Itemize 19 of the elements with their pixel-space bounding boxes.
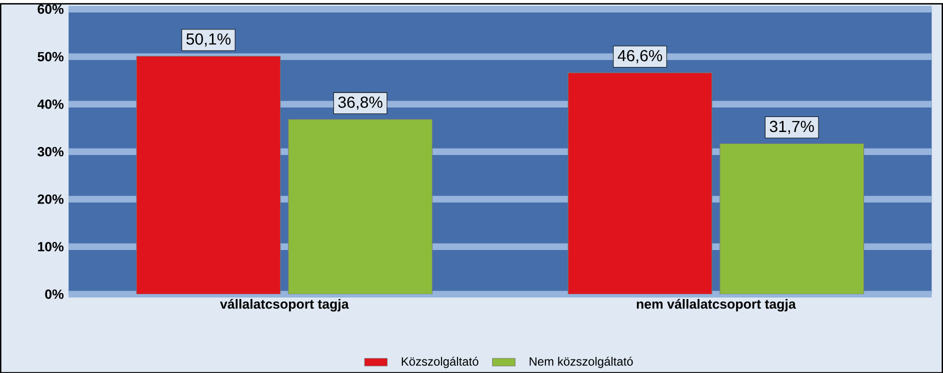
- bar: [288, 118, 432, 294]
- legend-label: Nem közszolgáltató: [530, 356, 633, 368]
- x-tick-label: nem vállalatcsoport tagja: [636, 298, 796, 312]
- bar: [720, 143, 864, 294]
- y-tick-label: 60%: [38, 4, 64, 14]
- legend-label: Közszolgáltató: [402, 356, 478, 368]
- y-tick-label: 20%: [38, 194, 64, 204]
- data-label: 36,8%: [338, 96, 382, 110]
- y-tick-label: 40%: [37, 99, 64, 109]
- data-label: 31,7%: [770, 120, 814, 134]
- data-label: 50,1%: [186, 33, 231, 46]
- bar: [136, 56, 281, 294]
- y-tick-label: 30%: [38, 146, 64, 156]
- y-tick-label: 0%: [45, 289, 64, 299]
- y-tick-label: 50%: [38, 52, 64, 62]
- x-tick-label: vállalatcsoport tagja: [220, 298, 349, 312]
- y-tick-label: 10%: [38, 242, 64, 252]
- data-label: 46,6%: [618, 50, 662, 64]
- bar: [568, 72, 712, 294]
